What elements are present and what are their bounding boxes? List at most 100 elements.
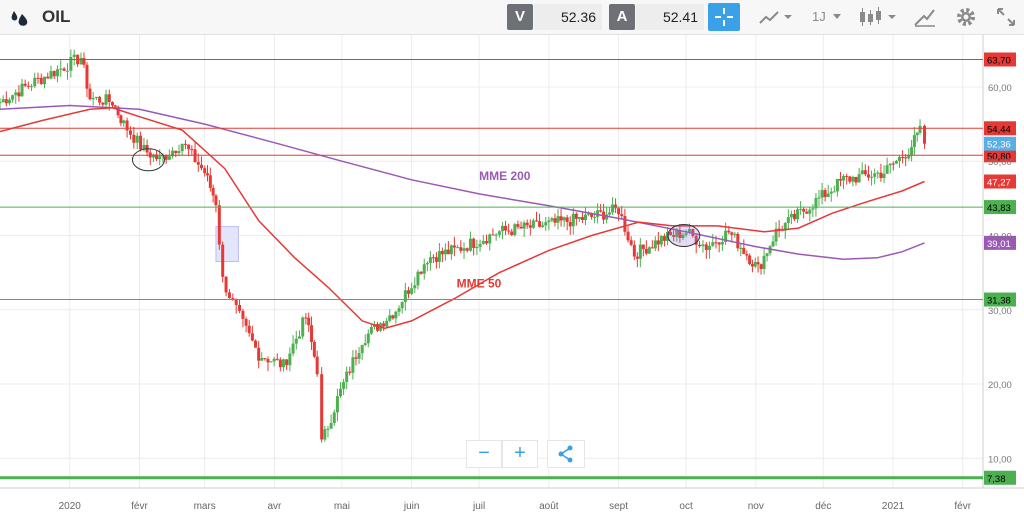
candle-up bbox=[59, 68, 63, 70]
candle-up bbox=[860, 170, 864, 175]
candle-up bbox=[11, 95, 15, 100]
candle-down bbox=[641, 244, 645, 249]
candle-up bbox=[416, 271, 420, 286]
candle-up bbox=[593, 216, 597, 218]
candle-up bbox=[72, 54, 76, 57]
candle-down bbox=[132, 134, 136, 143]
candle-down bbox=[406, 290, 410, 294]
x-tick-label: avr bbox=[267, 501, 282, 512]
candle-up bbox=[541, 225, 545, 227]
oil-drop-icon bbox=[11, 11, 28, 26]
candle-up bbox=[443, 249, 447, 255]
candle-down bbox=[275, 358, 279, 360]
candle-down bbox=[101, 102, 105, 105]
candle-down bbox=[590, 213, 594, 217]
bid-label[interactable]: V bbox=[507, 4, 533, 30]
candle-up bbox=[475, 246, 479, 248]
candle-up bbox=[294, 338, 298, 344]
candle-down bbox=[620, 214, 624, 217]
candle-style-button[interactable] bbox=[858, 5, 898, 29]
candle-down bbox=[382, 323, 386, 327]
candle-up bbox=[771, 241, 775, 247]
fullscreen-button[interactable] bbox=[994, 5, 1018, 29]
candle-up bbox=[49, 71, 53, 79]
candle-down bbox=[128, 130, 132, 135]
price-tag-label: 39,01 bbox=[987, 239, 1011, 250]
candle-up bbox=[711, 242, 715, 246]
crosshair-button[interactable] bbox=[708, 3, 740, 31]
candle-down bbox=[227, 292, 231, 298]
draw-tools-button[interactable] bbox=[912, 5, 938, 29]
candle-up bbox=[428, 257, 432, 264]
candle-up bbox=[912, 135, 916, 148]
price-tag bbox=[984, 174, 1016, 189]
candle-down bbox=[805, 211, 809, 214]
candle-down bbox=[26, 85, 30, 87]
candle-down bbox=[82, 58, 86, 65]
candle-down bbox=[250, 333, 254, 341]
candle-up bbox=[288, 353, 292, 366]
candle-down bbox=[617, 208, 621, 215]
chart-type-button[interactable] bbox=[758, 5, 794, 29]
candle-up bbox=[894, 160, 898, 164]
candle-down bbox=[519, 226, 523, 229]
candle-up bbox=[857, 174, 861, 183]
candle-up bbox=[814, 198, 818, 209]
candle-down bbox=[538, 221, 542, 227]
candle-down bbox=[224, 276, 228, 293]
candle-down bbox=[39, 77, 43, 84]
timeframe-button[interactable]: 1J bbox=[812, 5, 846, 29]
candle-up bbox=[151, 154, 155, 158]
candle-up bbox=[762, 256, 766, 270]
candle-up bbox=[437, 251, 441, 262]
candle-down bbox=[46, 76, 50, 79]
candle-down bbox=[559, 216, 563, 221]
share-icon bbox=[558, 445, 573, 463]
candle-up bbox=[638, 244, 642, 259]
candle-up bbox=[739, 247, 743, 249]
candle-up bbox=[177, 151, 181, 154]
candle-up bbox=[462, 248, 466, 251]
candle-down bbox=[635, 256, 639, 259]
share-button[interactable] bbox=[547, 440, 585, 468]
x-tick-label: mai bbox=[334, 501, 350, 512]
candle-up bbox=[363, 343, 367, 346]
candle-down bbox=[244, 318, 248, 326]
timeframe-label: 1J bbox=[812, 9, 826, 24]
candle-down bbox=[727, 230, 731, 233]
zoom-out-button[interactable]: − bbox=[466, 440, 502, 468]
zoom-in-button[interactable]: + bbox=[502, 440, 538, 468]
candle-down bbox=[792, 213, 796, 220]
candle-up bbox=[269, 361, 273, 363]
candle-down bbox=[565, 217, 569, 222]
ask-price[interactable]: 52.41 bbox=[636, 4, 704, 30]
resistance-label: 54,44 bbox=[987, 124, 1011, 135]
candle-down bbox=[838, 178, 842, 181]
candle-down bbox=[125, 120, 129, 131]
candle-down bbox=[208, 175, 212, 188]
candle-up bbox=[608, 212, 612, 215]
candle-down bbox=[431, 257, 435, 259]
candle-down bbox=[446, 249, 450, 255]
resistance-tag bbox=[984, 148, 1016, 163]
support-label: 43,83 bbox=[987, 203, 1011, 214]
candle-up bbox=[413, 285, 417, 289]
candle-down bbox=[139, 135, 143, 150]
support-tag bbox=[984, 470, 1016, 485]
candle-down bbox=[315, 356, 319, 375]
candle-down bbox=[203, 168, 207, 174]
candle-up bbox=[765, 253, 769, 257]
candle-down bbox=[672, 235, 676, 237]
candle-down bbox=[348, 371, 352, 373]
candle-up bbox=[547, 220, 551, 223]
candle-up bbox=[422, 264, 426, 274]
y-tick-label: 50,00 bbox=[988, 157, 1012, 168]
chart-area[interactable]: 63,70 54,44 50,80 43,83 31,38 7,38 52,36 47,27 3… bbox=[0, 35, 1024, 518]
candle-down bbox=[650, 247, 654, 249]
candle-up bbox=[397, 308, 401, 312]
candle-up bbox=[0, 101, 2, 103]
bid-price[interactable]: 52.36 bbox=[534, 4, 602, 30]
ask-label[interactable]: A bbox=[609, 4, 635, 30]
settings-button[interactable] bbox=[954, 5, 978, 29]
price-chart[interactable]: 63,70 54,44 50,80 43,83 31,38 7,38 52,36 47,27 3… bbox=[0, 35, 1024, 518]
